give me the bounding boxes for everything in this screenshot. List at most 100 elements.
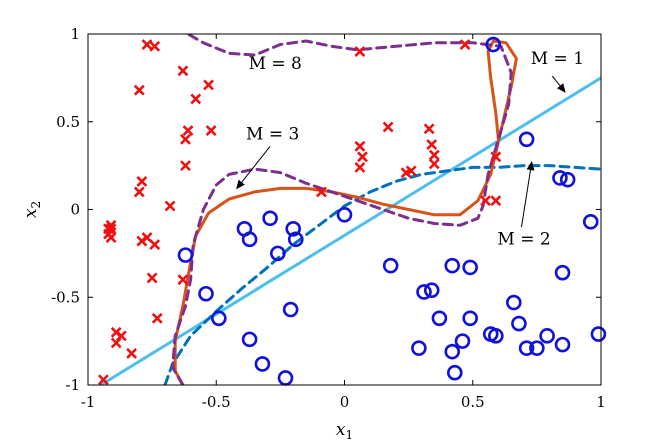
cross-point: [382, 121, 394, 133]
x-tick-label: 1: [596, 393, 606, 411]
cross-point: [405, 165, 417, 177]
circle-point: [411, 340, 427, 356]
circle-point: [287, 231, 304, 248]
cross-point: [110, 337, 122, 349]
circle-point: [559, 171, 576, 188]
circle-point: [462, 259, 478, 276]
cross-point: [151, 312, 163, 324]
cross-point: [97, 374, 109, 386]
cross-point: [428, 149, 440, 161]
cross-point: [149, 40, 161, 52]
circle-point: [198, 285, 214, 302]
x-tick-label: 0.5: [461, 393, 485, 411]
y-tick-label: 0: [70, 201, 80, 219]
circle-point: [444, 343, 461, 360]
cross-point: [459, 39, 471, 50]
cross-point: [428, 158, 440, 170]
cross-point: [141, 39, 153, 50]
circle-point: [518, 340, 535, 356]
cross-point: [180, 133, 191, 145]
circle-point: [485, 36, 502, 53]
annotation-arrow: [236, 146, 271, 190]
cross-point: [146, 272, 158, 284]
cross-point: [354, 140, 366, 152]
x-tick-label: -1: [81, 393, 96, 411]
x-tick-label: -0.5: [202, 393, 231, 411]
cross-point: [133, 84, 145, 96]
circle-point: [431, 310, 448, 327]
cross-point: [177, 274, 189, 286]
cross-point: [354, 46, 366, 57]
cross-point: [164, 200, 176, 212]
y-tick-label: 1: [70, 25, 80, 43]
circle-point: [529, 340, 545, 356]
annotations: M = 1 M = 2 M = 3 M = 8: [236, 49, 584, 250]
annotation-arrow: [520, 161, 535, 228]
cross-point: [357, 151, 368, 163]
cross-point: [136, 176, 148, 187]
circle-point: [270, 245, 286, 262]
circle-point: [211, 310, 227, 327]
annotation-label: M = 1: [531, 49, 584, 69]
cross-point: [490, 151, 502, 163]
cross-point: [423, 123, 435, 135]
circle-point: [254, 356, 271, 372]
circle-point: [511, 315, 527, 332]
circle-point: [454, 333, 471, 349]
cross-point: [133, 186, 145, 198]
circle-point: [505, 294, 522, 311]
circle-point: [482, 326, 499, 342]
boundary-m1: [99, 76, 601, 385]
circle-point: [241, 331, 258, 348]
y-tick-label: -0.5: [51, 288, 80, 306]
circle-point: [285, 221, 302, 237]
cross-point: [115, 330, 127, 342]
circle-point: [444, 257, 461, 274]
annotation-label: M = 8: [249, 54, 302, 74]
circle-point: [554, 336, 571, 353]
x-axis-label: x1: [336, 420, 353, 442]
y-tick-label: 0.5: [56, 113, 80, 131]
cross-point: [105, 232, 117, 243]
circle-point: [582, 213, 599, 230]
circle-point: [539, 328, 555, 344]
circle-point: [416, 284, 432, 300]
circle-point: [552, 170, 568, 186]
annotation-arrow: [551, 75, 566, 93]
cross-point: [426, 139, 438, 150]
cross-point: [149, 239, 161, 251]
circle-point: [423, 282, 440, 299]
circle-point: [382, 257, 399, 274]
cross-point: [354, 161, 366, 173]
cross-point: [190, 93, 202, 105]
y-axis-label: x2: [21, 201, 43, 218]
cross-point: [315, 186, 327, 198]
circle-point: [177, 247, 194, 263]
circle-point: [336, 206, 353, 223]
circle-point: [446, 364, 463, 381]
annotation-label: M = 3: [246, 124, 299, 144]
data-points: [97, 36, 607, 386]
cross-point: [490, 195, 502, 207]
boundary-m8: [171, 34, 513, 385]
cross-point: [203, 79, 214, 91]
cross-point: [105, 219, 117, 231]
circle-point: [262, 210, 278, 227]
x-tick-label: 0: [340, 393, 350, 411]
circle-point: [554, 264, 571, 281]
circle-point: [518, 131, 535, 148]
circle-point: [277, 370, 294, 386]
circle-point: [590, 326, 607, 342]
cross-point: [205, 125, 217, 136]
circle-point: [462, 310, 478, 327]
cross-point: [177, 65, 189, 77]
cross-point: [182, 125, 194, 136]
annotation-label: M = 2: [497, 230, 550, 250]
circle-point: [241, 231, 258, 248]
cross-point: [105, 223, 117, 235]
cross-point: [180, 160, 191, 172]
y-tick-label: -1: [65, 376, 80, 394]
axis-ticks: -1 -0.5 0 0.5 1 -1 -0.5 0 0.5 1: [51, 25, 606, 411]
cross-point: [480, 195, 491, 207]
